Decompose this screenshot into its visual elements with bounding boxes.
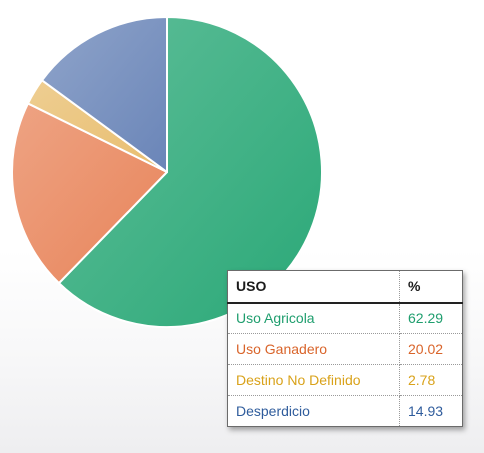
legend-label: Uso Ganadero	[227, 333, 400, 365]
legend-row-ganadero: Uso Ganadero 20.02	[227, 333, 463, 365]
legend-label: Uso Agricola	[227, 302, 400, 334]
legend-value: 62.29	[399, 302, 463, 334]
legend-value: 14.93	[408, 403, 444, 419]
legend-value: 2.78	[399, 364, 463, 396]
pie-slice-ganadero	[11, 102, 168, 285]
header-percent: %	[399, 270, 463, 304]
pie-slices	[11, 16, 323, 328]
legend-header-row: USO %	[227, 270, 463, 304]
legend-label: Destino No Definido	[227, 364, 400, 396]
pie-slice-agricola	[57, 16, 323, 328]
legend-value: 20.02	[399, 333, 463, 365]
legend-table: USO % Uso Agricola 62.29 Uso Ganadero 20…	[227, 270, 463, 427]
legend-row-desperdicio: Desperdicio 14.93	[227, 395, 463, 427]
legend-label: Desperdicio	[227, 395, 400, 427]
pie-slice-desperdicio	[41, 16, 168, 173]
legend-row-no-definido: Destino No Definido 2.78	[227, 364, 463, 396]
header-uso: USO	[227, 270, 400, 304]
pie-chart	[11, 16, 323, 328]
legend-row-agricola: Uso Agricola 62.29	[227, 302, 463, 334]
